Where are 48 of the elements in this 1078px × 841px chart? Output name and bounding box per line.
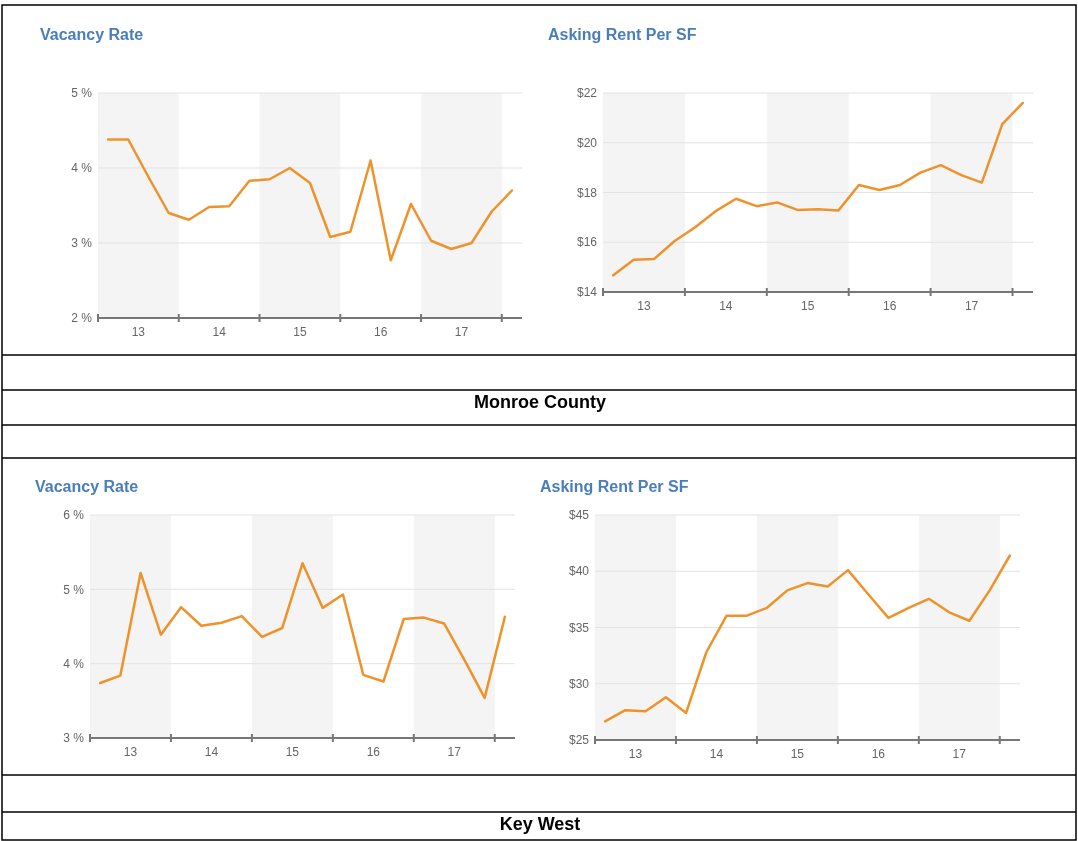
y-tick-label: $20 <box>576 135 598 150</box>
x-tick-label: 15 <box>293 325 307 339</box>
chart-title: Asking Rent Per SF <box>548 26 697 43</box>
x-tick-label: 16 <box>882 299 897 313</box>
x-tick-label: 14 <box>204 745 219 759</box>
y-tick-label: 3 % <box>63 731 85 746</box>
x-tick-label: 14 <box>212 325 227 339</box>
x-tick-label: 14 <box>709 747 724 761</box>
y-tick-label: 2 % <box>71 311 93 326</box>
y-tick-label: $40 <box>568 564 590 579</box>
y-tick-label: $22 <box>576 86 598 101</box>
y-tick-label: $14 <box>576 285 598 300</box>
x-tick-label: 15 <box>801 299 815 313</box>
x-tick-label: 17 <box>447 745 462 759</box>
y-tick-label: $30 <box>568 676 590 691</box>
x-tick-label: 17 <box>952 747 967 761</box>
y-tick-label: 6 % <box>63 508 85 523</box>
line-series <box>611 101 1025 277</box>
x-tick-label: 14 <box>719 299 733 313</box>
x-tick-label: 13 <box>637 299 651 313</box>
y-tick-label: $35 <box>568 620 590 635</box>
chart-title: Asking Rent Per SF <box>540 478 689 495</box>
y-tick-label: $45 <box>568 508 590 523</box>
x-tick-label: 15 <box>790 747 805 761</box>
y-tick-label: $25 <box>568 733 590 748</box>
x-tick-label: 16 <box>366 745 381 759</box>
x-tick-label: 16 <box>373 325 388 339</box>
line-series <box>98 562 507 700</box>
x-tick-label: 13 <box>628 747 643 761</box>
x-tick-label: 13 <box>123 745 138 759</box>
x-tick-label: 13 <box>131 325 146 339</box>
y-tick-label: 4 % <box>63 656 85 671</box>
y-tick-label: 5 % <box>71 86 93 101</box>
x-tick-label: 15 <box>285 745 300 759</box>
x-tick-label: 17 <box>454 325 469 339</box>
y-tick-label: 3 % <box>71 236 93 251</box>
chart-title: Vacancy Rate <box>35 478 139 495</box>
y-tick-label: 4 % <box>71 161 93 176</box>
x-tick-label: 16 <box>871 747 886 761</box>
text: Key West <box>499 814 581 834</box>
x-tick-label: 17 <box>964 299 979 313</box>
line-series <box>603 554 1012 723</box>
text: Monroe County <box>474 392 606 412</box>
y-tick-label: $16 <box>576 235 598 250</box>
y-tick-label: 5 % <box>63 582 85 597</box>
chart-title: Vacancy Rate <box>40 26 144 43</box>
y-tick-label: $18 <box>576 185 598 200</box>
line-series <box>106 138 514 262</box>
